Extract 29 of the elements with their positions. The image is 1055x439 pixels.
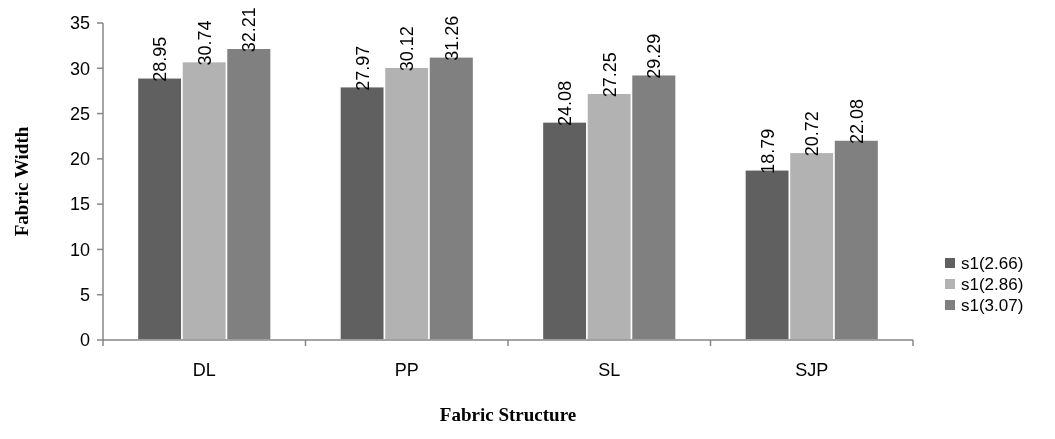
y-tick-label: 5 bbox=[79, 285, 90, 306]
data-label: 27.25 bbox=[599, 52, 620, 98]
x-tick-label: SJP bbox=[795, 360, 829, 380]
y-tick-label: 0 bbox=[79, 330, 90, 351]
x-tick-label: SL bbox=[598, 360, 621, 380]
data-label: 31.26 bbox=[441, 15, 462, 61]
x-tick-label: PP bbox=[394, 360, 419, 380]
data-label: 28.95 bbox=[150, 36, 170, 82]
y-tick-label: 15 bbox=[69, 194, 90, 215]
legend-label: s1(2.86) bbox=[961, 274, 1024, 294]
x-axis-title: Fabric Structure bbox=[439, 404, 577, 425]
y-tick-label: 10 bbox=[69, 239, 90, 260]
legend-label: s1(2.66) bbox=[961, 253, 1024, 273]
data-label: 20.72 bbox=[802, 111, 823, 157]
data-label: 32.21 bbox=[239, 7, 260, 53]
data-label: 22.08 bbox=[846, 98, 867, 145]
y-axis-title: Fabric Width bbox=[11, 126, 32, 237]
data-label: 24.08 bbox=[555, 80, 575, 126]
data-label: 30.74 bbox=[194, 20, 215, 66]
y-tick-label: 20 bbox=[69, 149, 90, 170]
legend-label: s1(3.07) bbox=[961, 295, 1024, 315]
data-label: 18.79 bbox=[757, 128, 778, 174]
data-label: 30.12 bbox=[397, 26, 418, 72]
y-tick-label: 35 bbox=[69, 13, 90, 34]
y-tick-label: 25 bbox=[69, 103, 90, 124]
x-tick-label: DL bbox=[192, 360, 216, 380]
y-tick-label: 30 bbox=[69, 58, 90, 79]
data-label: 29.29 bbox=[644, 33, 665, 79]
data-label: 27.97 bbox=[352, 45, 373, 91]
